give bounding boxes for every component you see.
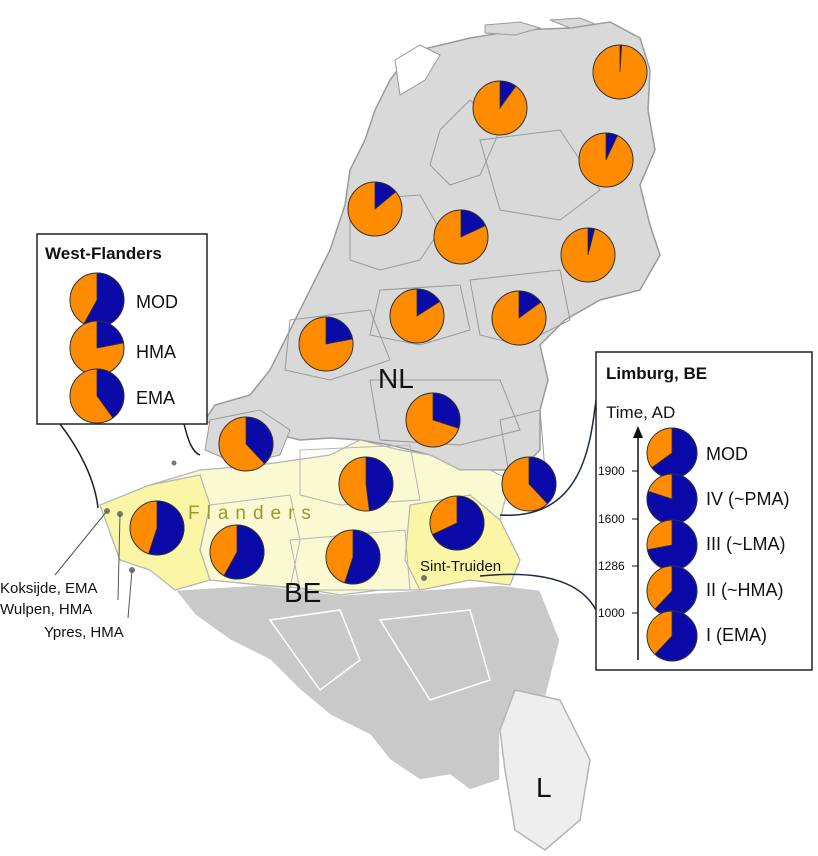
region-label-flanders: Flanders	[188, 503, 318, 524]
pie-noord-brabant-blue-slice	[432, 392, 461, 429]
city-marker	[171, 460, 177, 466]
tick-label-1900: 1900	[598, 464, 625, 478]
pie-flevoland-blue-slice	[460, 209, 486, 238]
limburg-title: Limburg, BE	[606, 364, 707, 383]
pie-utrecht-blue-slice	[416, 288, 441, 317]
pie-limburg-nl-blue-slice	[528, 456, 557, 505]
lb-label-mod: MOD	[706, 444, 748, 464]
lb-pie-3	[646, 565, 698, 617]
wf-label-ema: EMA	[136, 388, 175, 408]
lb-label-iv: IV (~PMA)	[706, 489, 790, 509]
wf-pie-ema-blue-slice	[96, 368, 125, 419]
pie-limburg-be	[429, 495, 485, 551]
west-flanders-leader-b	[183, 423, 201, 456]
lb-pie-0	[646, 427, 698, 479]
wallonia-shape	[173, 584, 561, 791]
pie-groningen-east-blue-slice	[619, 44, 623, 73]
wf-pie-mod	[69, 272, 125, 328]
pie-antwerp-blue-slice	[365, 456, 394, 512]
pie-zuid-holland	[298, 316, 354, 372]
pie-noord-holland	[347, 181, 403, 237]
pie-antwerp	[338, 456, 394, 512]
country-label-nl: NL	[378, 363, 414, 394]
west-flanders-box: West-Flanders MOD HMA EMA	[36, 233, 208, 425]
place-label-ypres: Ypres, HMA	[44, 624, 124, 641]
country-label-be: BE	[284, 577, 321, 608]
pie-overijssel-blue-slice	[587, 227, 596, 256]
lb-label-i: I (EMA)	[706, 625, 767, 645]
wf-pie-hma-blue-slice	[96, 320, 124, 349]
wulpen-leader	[117, 513, 121, 601]
tick-label-1000: 1000	[598, 606, 625, 620]
map-pies	[129, 44, 648, 585]
limburg-leader-a	[499, 399, 597, 516]
pie-zeeland	[218, 416, 274, 472]
pie-flemish-brabant	[325, 529, 381, 585]
wf-pie-hma	[69, 320, 125, 376]
pie-drenthe-blue-slice	[605, 132, 619, 161]
pie-drenthe	[578, 132, 634, 188]
limburg-box: Limburg, BE Time, AD 1900 1600 1286 1000…	[595, 351, 813, 671]
pie-friesland	[472, 80, 528, 136]
lb-pie-2-blue-slice	[646, 519, 698, 571]
lb-pie-1-blue-slice	[646, 473, 698, 525]
wf-pie-ema	[69, 368, 125, 424]
sint-truiden-marker	[421, 575, 427, 581]
pie-gelderland-blue-slice	[518, 290, 542, 319]
pie-overijssel	[560, 227, 616, 283]
place-label-wulpen: Wulpen, HMA	[0, 601, 92, 618]
place-label-koksijde: Koksijde, EMA	[0, 580, 98, 597]
tick-label-1286: 1286	[598, 559, 625, 573]
country-label-l: L	[536, 772, 552, 803]
pie-limburg-nl	[501, 456, 557, 512]
west-flanders-pies	[69, 272, 125, 424]
pie-zuid-holland-blue-slice	[325, 316, 353, 345]
pie-utrecht	[389, 288, 445, 344]
luxembourg-shape	[499, 689, 591, 851]
pie-noord-holland-blue-slice	[374, 181, 397, 210]
limburg-pies	[646, 427, 698, 662]
lb-pie-4	[646, 610, 698, 662]
pie-noord-brabant	[405, 392, 461, 448]
pie-groningen-east	[592, 44, 648, 100]
lb-pie-4-blue-slice	[654, 610, 698, 662]
place-label-sint-truiden: Sint-Truiden	[420, 558, 501, 575]
wf-label-mod: MOD	[136, 292, 178, 312]
west-flanders-title: West-Flanders	[45, 244, 162, 263]
pie-west-flanders-blue-slice	[148, 500, 185, 556]
pie-gelderland	[491, 290, 547, 346]
pie-friesland-blue-slice	[499, 80, 517, 110]
west-flanders-leader-a	[59, 423, 99, 509]
limburg-axis-title: Time, AD	[606, 403, 675, 422]
tick-label-1600: 1600	[598, 512, 625, 526]
limburg-leader-b	[479, 573, 597, 611]
pie-flemish-brabant-blue-slice	[344, 529, 381, 585]
pie-east-flanders-blue-slice	[223, 524, 265, 580]
lb-label-iii: III (~LMA)	[706, 534, 786, 554]
lb-pie-0-blue-slice	[651, 427, 698, 479]
pie-limburg-be-blue-slice	[432, 495, 485, 551]
pie-flevoland	[433, 209, 489, 265]
lb-pie-2	[646, 519, 698, 571]
pie-west-flanders	[129, 500, 185, 556]
koksijde-leader	[54, 510, 108, 576]
lb-pie-1	[646, 473, 698, 525]
time-axis-arrow	[633, 426, 643, 438]
lb-label-ii: II (~HMA)	[706, 580, 784, 600]
wf-label-hma: HMA	[136, 342, 176, 362]
ypres-leader	[127, 569, 133, 619]
pie-east-flanders	[209, 524, 265, 580]
pie-zeeland-blue-slice	[245, 416, 274, 465]
